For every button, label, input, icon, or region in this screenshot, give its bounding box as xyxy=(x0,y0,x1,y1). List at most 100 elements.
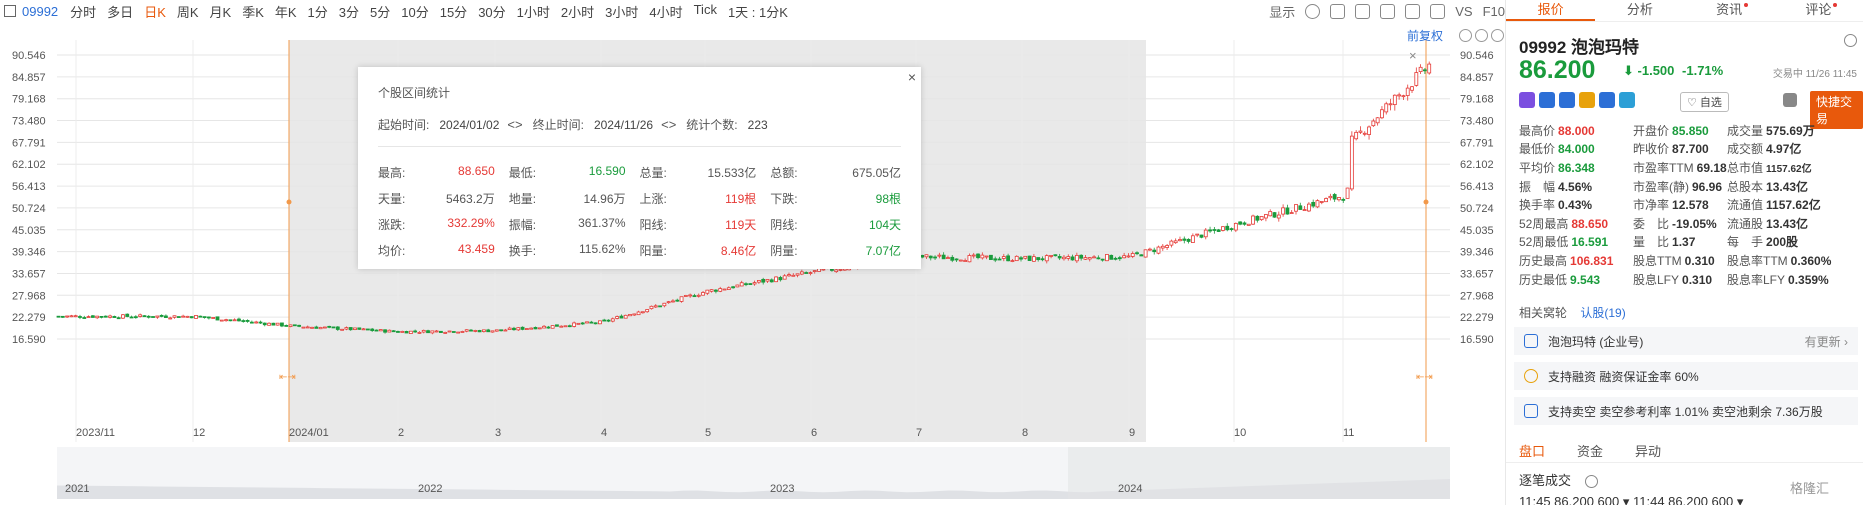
tab-analysis[interactable]: 分析 xyxy=(1626,2,1653,17)
period-tab[interactable]: 多日 xyxy=(107,4,134,20)
candle-body xyxy=(1315,200,1320,208)
tab-capital[interactable]: 资金 xyxy=(1577,444,1604,459)
f10-button[interactable]: F10 xyxy=(1482,3,1505,19)
candle-body xyxy=(413,330,418,333)
y-tick-label-right: 90.546 xyxy=(1460,50,1494,62)
end-adjust-icon[interactable]: <> xyxy=(661,117,677,132)
period-tab[interactable]: 周K xyxy=(176,4,199,20)
candle-body xyxy=(146,315,151,318)
fullscreen-icon[interactable] xyxy=(1430,3,1446,19)
candle-body xyxy=(383,329,387,333)
feature-badge-icon[interactable] xyxy=(1559,92,1575,108)
pencil-icon[interactable] xyxy=(1380,3,1396,19)
candle-body xyxy=(563,325,568,328)
zoom-out-icon[interactable] xyxy=(1475,29,1488,42)
stock-code-tab[interactable]: 09992 xyxy=(22,3,59,19)
company-account-card[interactable]: 泡泡玛特 (企业号) 有更新 › xyxy=(1514,327,1858,355)
quote-value: 0.310 xyxy=(1682,272,1713,287)
candle-body xyxy=(490,330,495,333)
popup-close-icon[interactable]: × xyxy=(907,69,916,85)
quote-cell: 开盘价 85.850 xyxy=(1633,122,1727,139)
feature-badge-icon[interactable] xyxy=(1599,92,1615,108)
stats-label: 上涨: xyxy=(639,191,667,206)
feature-badge-icon[interactable] xyxy=(1579,92,1595,108)
period-tab[interactable]: 30分 xyxy=(478,4,506,20)
period-tab[interactable]: 年K xyxy=(274,4,297,20)
period-tab[interactable]: 2小时 xyxy=(560,4,595,20)
zoom-in-icon[interactable] xyxy=(1491,29,1504,42)
layout-icon[interactable] xyxy=(4,5,16,17)
period-tab[interactable]: 1天 : 1分K xyxy=(727,4,788,20)
start-adjust-icon[interactable]: <> xyxy=(507,117,523,132)
settings-icon[interactable] xyxy=(1305,3,1321,19)
tab-movement[interactable]: 异动 xyxy=(1635,444,1662,459)
tab-orderbook[interactable]: 盘口 xyxy=(1519,444,1546,459)
period-tab[interactable]: 月K xyxy=(209,4,232,20)
stats-cell: 地量: 14.96万 xyxy=(509,190,640,207)
tab-news[interactable]: 资讯 xyxy=(1685,0,1774,21)
candle-body xyxy=(305,326,310,329)
period-tab[interactable]: 10分 xyxy=(401,4,429,20)
margin-card[interactable]: 支持融资 融资保证金率 60% xyxy=(1514,362,1858,390)
candle-body xyxy=(941,254,946,260)
candle-body xyxy=(181,315,186,318)
card-more[interactable]: 有更新 › xyxy=(1804,334,1848,349)
candle-body xyxy=(99,316,104,318)
undo-icon[interactable] xyxy=(1459,29,1472,42)
quote-label: 最低价 xyxy=(1519,142,1556,157)
help-icon[interactable] xyxy=(1584,475,1598,489)
link-icon[interactable] xyxy=(1405,3,1421,19)
period-tab[interactable]: 3小时 xyxy=(605,4,639,20)
candle-body xyxy=(1362,132,1367,135)
time-navigator[interactable]: 2021 2022 2023 2024 xyxy=(57,447,1450,499)
restore-adjust-button[interactable]: 前复权 xyxy=(1407,29,1444,43)
period-tab[interactable]: 季K xyxy=(242,4,264,20)
gear-icon[interactable] xyxy=(1844,34,1857,47)
candle-body xyxy=(357,327,362,330)
vs-button[interactable]: VS xyxy=(1455,3,1473,19)
quote-value: 88.650 xyxy=(1571,216,1609,231)
period-tab[interactable]: 1小时 xyxy=(516,4,550,20)
feature-badge-icon[interactable] xyxy=(1619,92,1635,108)
stats-value: 332.29% xyxy=(447,215,495,230)
x-tick-label: 12 xyxy=(193,427,205,439)
tab-comments[interactable]: 评论 xyxy=(1774,0,1863,21)
quote-cell: 平均价 86.348 xyxy=(1519,159,1633,176)
period-tab[interactable]: 5分 xyxy=(370,4,391,20)
candle-body xyxy=(787,274,791,277)
bell-icon[interactable] xyxy=(1783,93,1797,107)
checkbox-icon[interactable] xyxy=(1330,3,1346,19)
navigator-selection[interactable] xyxy=(1068,447,1450,499)
candle-body xyxy=(1070,256,1075,261)
period-tab[interactable]: 1分 xyxy=(307,4,328,20)
candle-body xyxy=(400,330,405,333)
candle-body xyxy=(1178,239,1182,242)
candle-body xyxy=(1285,207,1290,215)
quote-row: 平均价 86.348 市盈率TTM 69.18 总市值 1157.62亿 xyxy=(1519,158,1861,177)
add-watchlist-button[interactable]: ♡ 自选 xyxy=(1680,92,1729,112)
selection-close-icon[interactable]: × xyxy=(1409,48,1417,63)
period-tab[interactable]: 3分 xyxy=(338,4,360,20)
stats-cell: 总量: 15.533亿 xyxy=(640,164,771,181)
y-tick-label: 50.724 xyxy=(12,203,46,215)
stats-label: 地量: xyxy=(508,191,537,206)
display-menu[interactable]: 显示 xyxy=(1269,4,1296,20)
period-tab[interactable]: 4小时 xyxy=(649,4,683,20)
short-sell-card[interactable]: 支持卖空 卖空参考利率 1.01% 卖空池剩余 7.36万股 xyxy=(1514,397,1858,425)
tab-quote[interactable]: 报价 xyxy=(1506,0,1596,21)
camera-icon[interactable] xyxy=(1355,3,1371,19)
period-tab[interactable]: Tick xyxy=(693,1,717,17)
warrants-link[interactable]: 认股(19) xyxy=(1580,306,1626,320)
stats-cell: 最高: 88.650 xyxy=(378,164,509,181)
period-tab[interactable]: 分时 xyxy=(70,4,97,20)
card-text: 支持融资 融资保证金率 60% xyxy=(1548,369,1699,384)
quick-trade-button[interactable]: 快捷交易 xyxy=(1810,91,1863,129)
candle-body xyxy=(559,325,564,328)
feature-badge-icon[interactable] xyxy=(1539,92,1555,108)
period-tab[interactable]: 15分 xyxy=(439,4,468,20)
candle-body xyxy=(692,295,697,298)
period-tab[interactable]: 日K xyxy=(144,4,166,20)
feature-badge-icon[interactable] xyxy=(1519,92,1535,108)
candle-body xyxy=(1216,229,1221,232)
